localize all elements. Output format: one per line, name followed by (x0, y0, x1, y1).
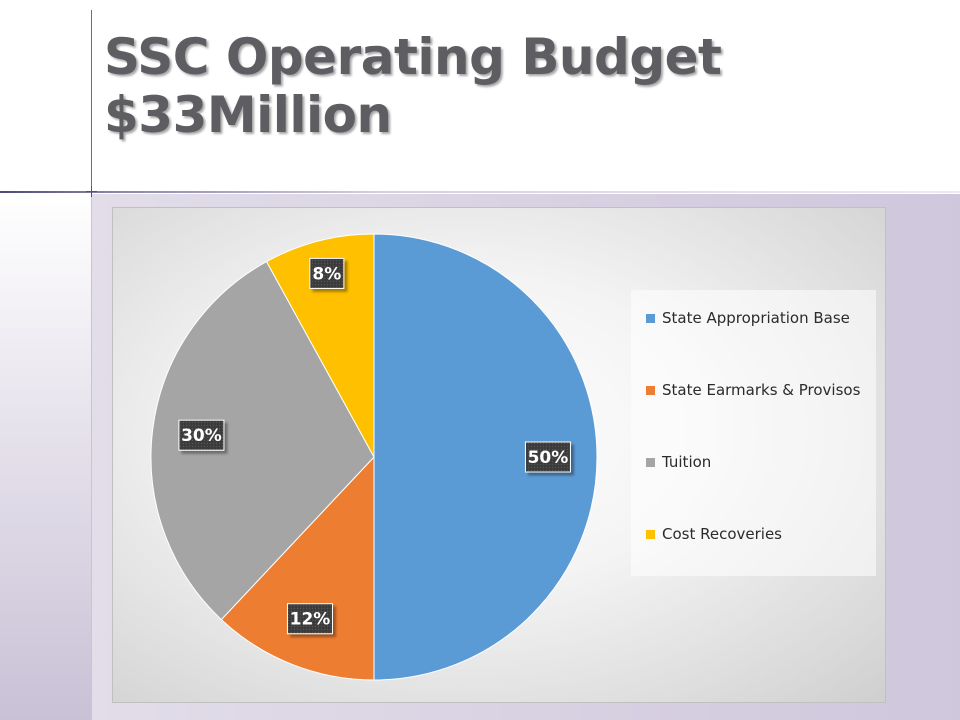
data-label-text-3: 30% (181, 426, 222, 446)
data-label-4: 8% (309, 257, 345, 289)
legend-swatch-2 (646, 386, 655, 395)
pie-slice-1 (373, 233, 598, 681)
slide-title-line2: $33Million (104, 86, 392, 144)
legend-swatch-1 (646, 314, 655, 323)
slide-title-line1: SSC Operating Budget (104, 28, 722, 86)
vertical-guide-line (91, 10, 92, 250)
cross-marker (86, 186, 97, 197)
legend-box (631, 290, 876, 576)
data-label-box-2 (286, 603, 333, 635)
data-label-2: 12% (286, 603, 333, 635)
pie-chart: 50%12%30%8% State Appropriation BaseStat… (150, 233, 876, 681)
horizontal-guide-line (0, 191, 960, 193)
pie-slice-4 (265, 233, 375, 458)
pie-slices (150, 233, 598, 681)
slide-title: SSC Operating Budget $33Million (104, 28, 722, 144)
pie-slice-3 (150, 260, 375, 621)
data-label-box-4 (309, 257, 345, 289)
data-label-box-3 (178, 419, 225, 451)
data-label-text-2: 12% (290, 610, 331, 630)
legend-label-1: State Appropriation Base (662, 309, 850, 327)
data-label-3: 30% (178, 419, 225, 451)
pie-data-labels: 50% 12% 30% 8% (178, 257, 571, 635)
chart-panel: 50% 12% 30% 8% State Appropriation Base Stat… (112, 207, 886, 703)
chart-legend: State Appropriation Base State Earmarks &… (631, 290, 876, 576)
legend-label-4: Cost Recoveries (662, 525, 782, 543)
data-label-box-1 (524, 441, 571, 473)
vertical-guide-line-lower (91, 190, 92, 720)
pie-slice-2 (220, 455, 375, 681)
data-label-1: 50% (524, 441, 571, 473)
legend-swatch-4 (646, 530, 655, 539)
left-gradient-strip (0, 192, 92, 720)
data-label-text-4: 8% (312, 264, 341, 284)
data-label-text-1: 50% (528, 448, 569, 468)
legend-label-3: Tuition (661, 453, 711, 471)
legend-swatch-3 (646, 458, 655, 467)
legend-label-2: State Earmarks & Provisos (662, 381, 861, 399)
